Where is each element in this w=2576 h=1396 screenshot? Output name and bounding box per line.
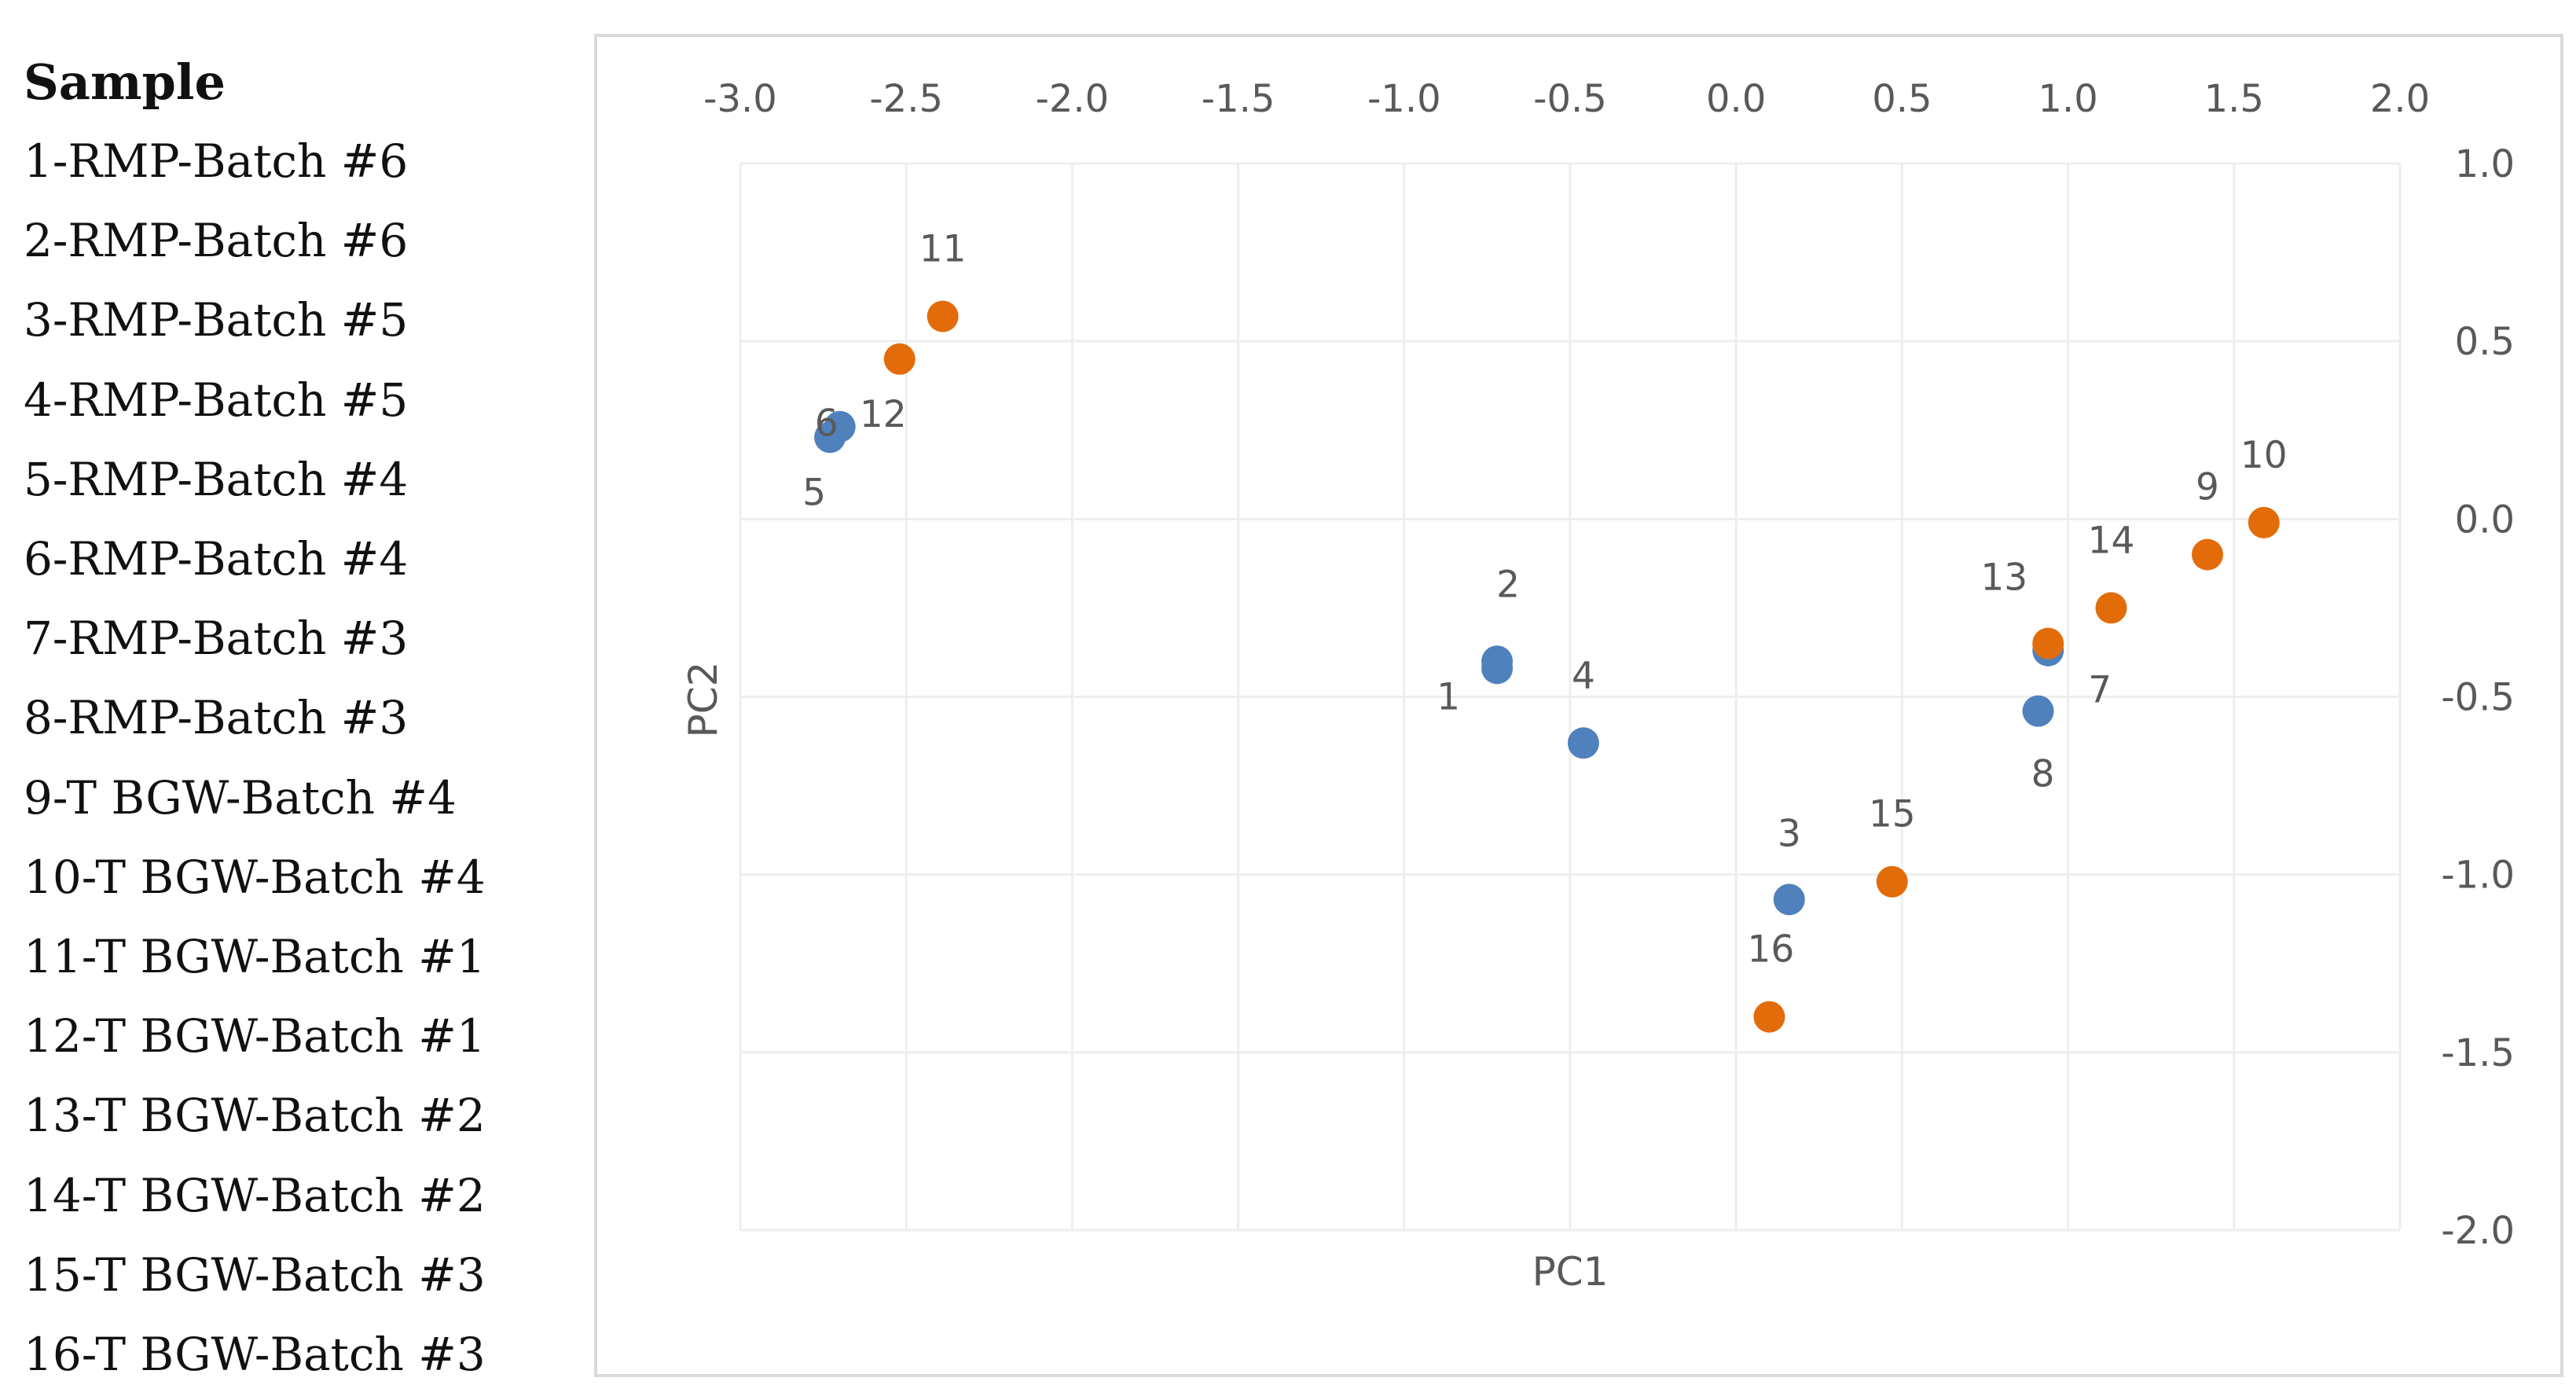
x-tick-label: 0.0 bbox=[1706, 77, 1766, 121]
legend-item: 16-T BGW-Batch #3 bbox=[24, 1328, 486, 1382]
x-tick-label: -3.0 bbox=[703, 77, 777, 121]
sample-legend: Sample 1-RMP-Batch #6 2-RMP-Batch #6 3-R… bbox=[24, 43, 574, 1394]
data-points bbox=[814, 300, 2280, 1033]
y-axis-ticks: 1.0 0.5 0.0 -0.5 -1.0 -1.5 -2.0 bbox=[2441, 142, 2515, 1253]
legend-item: 1-RMP-Batch #6 bbox=[24, 134, 409, 188]
scatter-point-9 bbox=[2192, 538, 2224, 571]
legend-item: 7-RMP-Batch #3 bbox=[24, 612, 409, 666]
point-label-7: 7 bbox=[2088, 669, 2112, 712]
x-axis-title: PC1 bbox=[1532, 1249, 1609, 1295]
legend-item: 14-T BGW-Batch #2 bbox=[24, 1168, 486, 1222]
point-label-2: 2 bbox=[1496, 563, 1520, 606]
point-label-11: 11 bbox=[919, 228, 967, 271]
scatter-point-12 bbox=[883, 343, 916, 375]
x-tick-label: 2.0 bbox=[2370, 77, 2430, 121]
x-tick-label: -2.5 bbox=[869, 77, 943, 121]
legend-item: 4-RMP-Batch #5 bbox=[24, 373, 409, 427]
y-tick-label: -0.5 bbox=[2441, 676, 2515, 720]
point-label-5: 5 bbox=[802, 471, 826, 514]
legend-item: 10-T BGW-Batch #4 bbox=[24, 850, 486, 904]
y-tick-label: -1.5 bbox=[2441, 1031, 2515, 1075]
point-label-16: 16 bbox=[1748, 928, 1795, 972]
legend-item: 11-T BGW-Batch #1 bbox=[24, 930, 486, 984]
point-label-10: 10 bbox=[2240, 434, 2288, 477]
x-tick-label: 1.0 bbox=[2038, 77, 2097, 121]
scatter-point-6 bbox=[824, 410, 856, 443]
legend-item: 8-RMP-Batch #3 bbox=[24, 691, 409, 745]
point-label-12: 12 bbox=[860, 393, 907, 436]
legend-item: 9-T BGW-Batch #4 bbox=[24, 770, 457, 825]
x-tick-label: -1.5 bbox=[1202, 77, 1275, 121]
y-axis-title: PC2 bbox=[681, 662, 726, 738]
point-label-15: 15 bbox=[1869, 793, 1916, 836]
scatter-point-4 bbox=[1567, 727, 1599, 759]
legend-item: 12-T BGW-Batch #1 bbox=[24, 1009, 486, 1064]
scatter-point-3 bbox=[1773, 884, 1805, 916]
legend-item: 15-T BGW-Batch #3 bbox=[24, 1247, 486, 1302]
legend-item: 13-T BGW-Batch #2 bbox=[24, 1089, 486, 1143]
x-tick-label: 0.5 bbox=[1872, 77, 1932, 121]
point-label-9: 9 bbox=[2196, 466, 2219, 509]
scatter-point-11 bbox=[927, 300, 959, 332]
point-label-8: 8 bbox=[2031, 753, 2055, 796]
scatter-point-8 bbox=[2022, 695, 2054, 727]
x-tick-label: -2.0 bbox=[1036, 77, 1110, 121]
point-label-6: 6 bbox=[815, 402, 838, 446]
scatter-point-13 bbox=[2032, 627, 2064, 659]
point-label-1: 1 bbox=[1437, 675, 1460, 718]
x-axis-ticks: -3.0 -2.5 -2.0 -1.5 -1.0 -0.5 0.0 0.5 1.0 1.5 2.0 bbox=[703, 77, 2430, 121]
y-tick-label: 0.0 bbox=[2455, 498, 2515, 542]
x-tick-label: 1.5 bbox=[2204, 77, 2264, 121]
legend-item: 3-RMP-Batch #5 bbox=[24, 293, 409, 347]
legend-item: 5-RMP-Batch #4 bbox=[24, 452, 409, 506]
scatter-point-10 bbox=[2248, 506, 2280, 538]
y-tick-label: -1.0 bbox=[2441, 854, 2515, 898]
point-label-13: 13 bbox=[1980, 557, 2027, 600]
gridlines bbox=[739, 162, 2402, 1232]
y-tick-label: 1.0 bbox=[2455, 142, 2515, 186]
scatter-point-14 bbox=[2095, 592, 2127, 624]
scatter-point-2 bbox=[1481, 645, 1514, 678]
scatter-point-15 bbox=[1876, 865, 1908, 898]
point-label-14: 14 bbox=[2088, 519, 2135, 562]
x-tick-label: -1.0 bbox=[1367, 77, 1441, 121]
point-label-4: 4 bbox=[1572, 654, 1595, 697]
legend-item: 6-RMP-Batch #4 bbox=[24, 532, 409, 586]
legend-title: Sample bbox=[24, 53, 226, 111]
y-tick-label: 0.5 bbox=[2455, 320, 2515, 364]
y-tick-label: -2.0 bbox=[2441, 1209, 2515, 1253]
x-tick-label: -0.5 bbox=[1533, 77, 1607, 121]
scatter-point-16 bbox=[1753, 1001, 1785, 1033]
legend-item: 2-RMP-Batch #6 bbox=[24, 214, 409, 268]
point-label-3: 3 bbox=[1778, 812, 1801, 855]
chart-frame bbox=[594, 34, 2563, 1377]
